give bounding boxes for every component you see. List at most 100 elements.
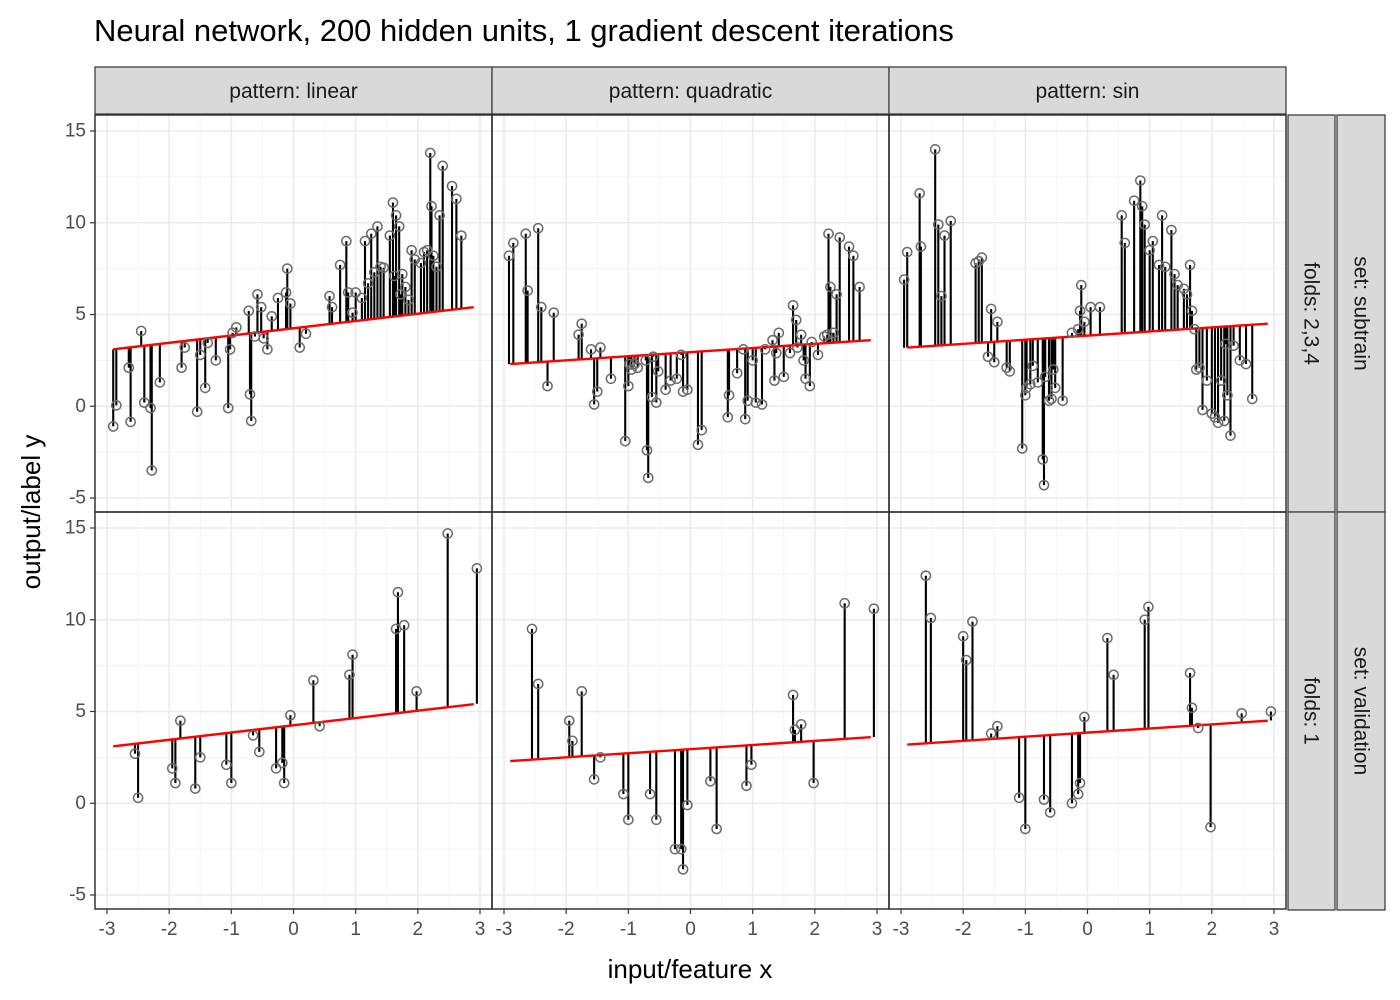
- data-point: [245, 415, 257, 427]
- data-point: [939, 230, 950, 241]
- series-sin-subtrain: [898, 144, 1268, 491]
- data-point: [446, 180, 458, 192]
- data-point: [179, 342, 191, 353]
- data-point: [644, 788, 656, 800]
- data-point: [1184, 667, 1196, 679]
- data-point: [808, 777, 819, 789]
- data-point: [532, 222, 544, 234]
- data-point: [723, 389, 735, 401]
- data-point: [368, 266, 380, 278]
- panel-r1-c3: [889, 115, 1286, 512]
- data-point: [1143, 601, 1154, 613]
- data-point: [1139, 614, 1151, 626]
- data-point: [929, 144, 941, 155]
- data-point: [285, 709, 296, 721]
- x-tick-label: 3: [1269, 919, 1280, 940]
- data-point: [747, 355, 759, 366]
- data-point: [1119, 237, 1131, 249]
- data-point: [507, 237, 519, 249]
- strip-row-2-outer-label: set: validation: [1350, 647, 1373, 775]
- y-axis-title: output/label y: [16, 435, 46, 590]
- data-point: [682, 799, 693, 811]
- data-point: [1215, 375, 1227, 386]
- data-point: [641, 444, 653, 456]
- data-point: [324, 290, 335, 302]
- data-point: [665, 375, 676, 386]
- data-point: [1186, 702, 1198, 714]
- panel-r2-c1: [95, 512, 492, 909]
- x-tick-label: -1: [1017, 919, 1034, 940]
- data-point: [828, 327, 839, 339]
- data-point: [1047, 364, 1059, 375]
- y-tick-label: 0: [75, 396, 86, 417]
- data-point: [756, 399, 768, 410]
- data-point: [1197, 404, 1208, 416]
- data-point: [426, 200, 437, 212]
- data-point: [795, 718, 807, 730]
- x-axis-title: input/feature x: [608, 954, 773, 984]
- x-tick-label: 2: [810, 919, 821, 940]
- data-point: [437, 160, 449, 172]
- prediction-line: [510, 338, 871, 366]
- data-point: [403, 294, 414, 306]
- data-point: [175, 715, 186, 727]
- y-tick-label: -5: [69, 488, 86, 509]
- row-strips: folds: 2,3,4 set: subtrain folds: 1 set:…: [1287, 114, 1386, 911]
- data-point: [300, 328, 312, 340]
- data-point: [1222, 389, 1233, 401]
- data-point: [711, 823, 722, 835]
- data-point: [960, 654, 972, 666]
- data-point: [1102, 632, 1113, 644]
- data-point: [243, 305, 255, 317]
- strip-row-2-outer: [1336, 511, 1386, 911]
- data-point: [154, 377, 166, 388]
- data-point: [1043, 395, 1055, 407]
- data-point: [1032, 377, 1044, 388]
- data-point: [967, 616, 978, 627]
- prediction-line: [510, 735, 871, 763]
- data-point: [395, 288, 406, 300]
- data-point: [705, 775, 716, 787]
- data-point: [642, 472, 654, 484]
- data-point: [314, 720, 325, 732]
- data-point: [431, 261, 442, 273]
- data-point: [737, 344, 749, 355]
- x-tick-label: 2: [413, 919, 424, 940]
- data-point: [773, 327, 785, 339]
- x-tick-label: -3: [893, 919, 910, 940]
- data-point: [595, 342, 606, 353]
- data-point: [591, 386, 603, 397]
- data-point: [722, 411, 734, 423]
- data-point: [1049, 382, 1061, 394]
- series-linear-validation: [113, 528, 483, 804]
- data-point: [1074, 777, 1086, 789]
- data-point: [1075, 279, 1087, 291]
- x-tick-label: 1: [747, 919, 758, 940]
- data-point: [1169, 268, 1180, 280]
- data-point: [1128, 195, 1140, 207]
- data-point: [1019, 389, 1031, 401]
- data-point: [210, 355, 222, 366]
- data-point: [294, 342, 306, 353]
- data-point: [342, 287, 354, 298]
- data-point: [532, 678, 544, 690]
- data-point: [390, 210, 402, 221]
- data-point: [252, 288, 263, 300]
- data-point: [1194, 362, 1205, 374]
- data-point: [731, 367, 743, 379]
- panel-r1-c2: [492, 115, 889, 512]
- panel-r2-c3: [889, 512, 1286, 909]
- panel-r2-c2: [492, 512, 889, 909]
- data-point: [503, 250, 515, 262]
- data-point: [442, 528, 454, 539]
- data-point: [308, 674, 319, 686]
- data-point: [526, 623, 538, 635]
- data-point: [1225, 430, 1236, 441]
- data-point: [854, 281, 865, 293]
- data-point: [1246, 393, 1258, 405]
- data-point: [1201, 375, 1213, 386]
- data-point: [787, 299, 799, 311]
- data-point: [792, 342, 803, 353]
- data-point: [132, 792, 144, 804]
- x-tick-label: -2: [161, 919, 178, 940]
